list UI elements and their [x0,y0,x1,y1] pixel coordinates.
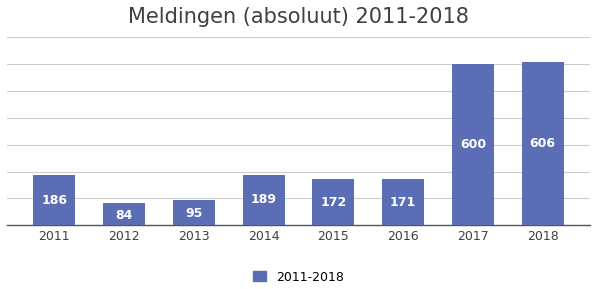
Text: 189: 189 [251,193,276,206]
Bar [33,175,75,225]
Text: 84: 84 [115,209,133,222]
Bar [382,179,424,225]
Bar [522,62,564,225]
Text: 171: 171 [390,196,416,209]
Text: 172: 172 [320,196,346,209]
Bar [243,175,285,225]
Bar [173,200,215,225]
Bar [312,179,354,225]
Text: 606: 606 [530,137,556,150]
Bar [103,203,145,225]
Title: Meldingen (absoluut) 2011-2018: Meldingen (absoluut) 2011-2018 [128,7,469,27]
Text: 186: 186 [41,194,67,207]
Bar [452,64,494,225]
Text: 600: 600 [460,138,486,151]
Text: 95: 95 [185,208,202,221]
Legend: 2011-2018: 2011-2018 [248,266,349,289]
